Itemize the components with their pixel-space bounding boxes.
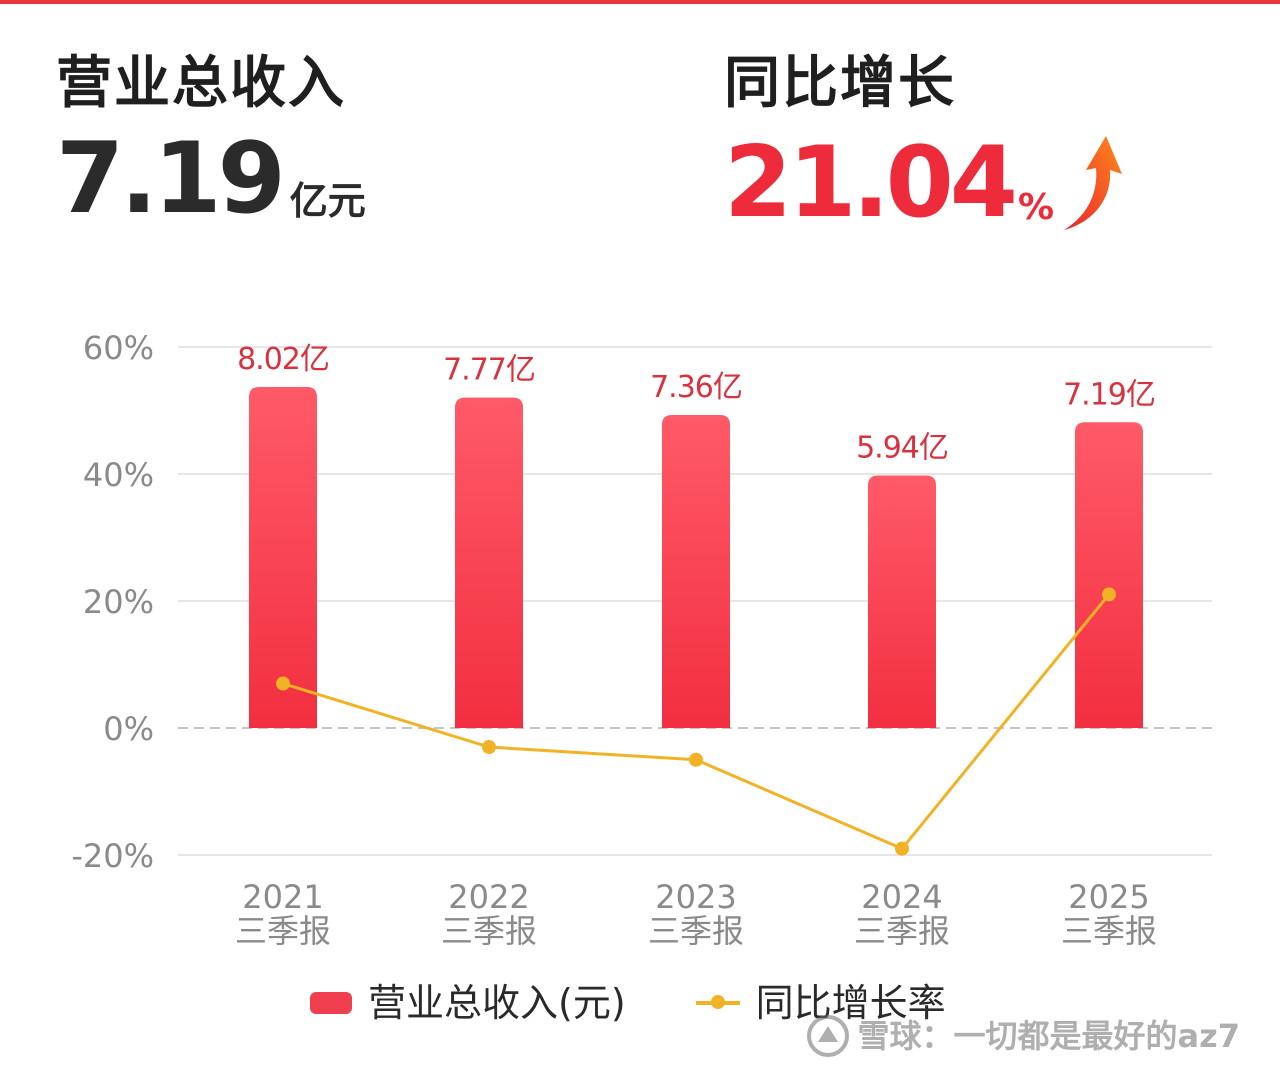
watermark-text: 雪球：一切都是最好的az7 [857,1017,1241,1055]
revenue-bar [662,415,730,728]
revenue-kpi-label: 营业总收入 [56,51,346,116]
xueqiu-logo-icon [806,1015,849,1057]
y-tick-label: -20% [71,837,154,875]
y-tick-label: 0% [103,710,154,748]
legend-label-growth: 同比增长率 [755,981,946,1025]
bar-value-label: 7.19亿 [1063,377,1155,412]
y-tick-label: 40% [83,456,154,494]
legend-item-revenue: 营业总收入(元) [310,984,626,1022]
revenue-kpi-value: 7.19 [56,122,286,236]
bar-value-label: 7.77亿 [443,353,535,388]
up-arrow-icon [1064,136,1123,230]
legend-swatch-growth [695,995,740,1009]
x-tick-period: 三季报 [854,912,950,950]
legend-item-growth: 同比增长率 [695,981,946,1025]
legend-swatch-revenue [310,992,352,1014]
growth-kpi: 同比增长 21.04 % [724,51,1124,240]
x-tick-period: 三季报 [441,912,537,950]
revenue-bar [868,475,936,728]
y-tick-label: 20% [83,583,154,621]
revenue-kpi: 营业总收入 7.19 亿元 [56,51,366,236]
growth-kpi-value: 21.04 [724,125,1018,240]
chart-legend: 营业总收入(元) 同比增长率 [310,984,1016,1022]
revenue-bar [1075,422,1143,728]
revenue-bar [249,387,317,728]
growth-kpi-label: 同比增长 [724,51,956,116]
growth-point [276,676,290,691]
x-tick-period: 三季报 [235,912,331,950]
growth-point [895,841,909,856]
x-tick-period: 三季报 [648,912,744,950]
top-accent-stripe [0,0,1280,4]
y-tick-label: 60% [83,329,154,367]
growth-point [1102,587,1116,602]
x-tick-year: 2022 [448,878,529,916]
bar-value-label: 7.36亿 [650,370,742,405]
x-tick-year: 2024 [861,878,942,916]
bar-value-label: 5.94亿 [856,430,948,465]
legend-label-revenue: 营业总收入(元) [368,981,626,1025]
growth-point [689,752,703,767]
revenue-kpi-unit: 亿元 [289,179,366,224]
bar-value-label: 8.02亿 [237,342,329,377]
growth-point [482,740,496,755]
revenue-bar [455,397,523,728]
growth-kpi-unit: % [1017,187,1055,228]
x-tick-period: 三季报 [1061,912,1157,950]
x-tick-year: 2025 [1068,878,1149,916]
x-tick-year: 2021 [242,878,323,916]
revenue-growth-chart: 60% 40% 20% 0% -20% 8.02亿 7.77亿 7.36亿 5.94亿 7.19亿… [71,329,1212,950]
x-tick-year: 2023 [655,878,736,916]
watermark: 雪球：一切都是最好的az7 [806,1014,1241,1058]
